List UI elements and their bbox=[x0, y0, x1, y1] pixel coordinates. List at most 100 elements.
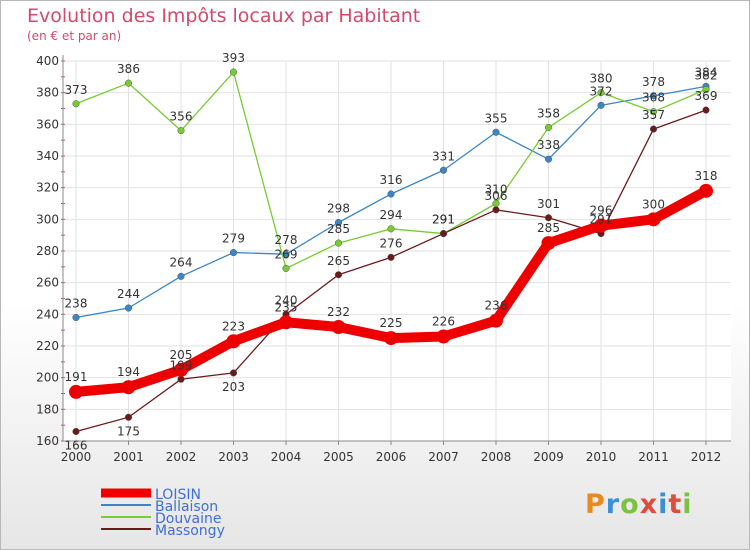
data-label-massongy: 301 bbox=[537, 197, 560, 211]
data-point-douvaine bbox=[649, 108, 658, 116]
x-tick-label: 2003 bbox=[218, 450, 249, 464]
data-label-ballaison: 384 bbox=[695, 65, 718, 79]
data-label-loisin: 225 bbox=[380, 316, 403, 330]
data-label-douvaine: 310 bbox=[485, 183, 508, 197]
x-tick-label: 2010 bbox=[586, 450, 617, 464]
data-point-massongy bbox=[702, 106, 710, 114]
data-label-douvaine: 269 bbox=[275, 247, 298, 261]
y-tick-label: 160 bbox=[36, 434, 59, 448]
data-point-loisin bbox=[541, 236, 556, 251]
data-point-loisin bbox=[699, 183, 713, 198]
data-point-loisin bbox=[121, 380, 136, 395]
data-point-ballaison bbox=[177, 272, 185, 280]
data-point-douvaine bbox=[229, 68, 238, 76]
data-label-massongy: 357 bbox=[642, 108, 665, 122]
data-label-douvaine: 380 bbox=[590, 72, 613, 86]
data-point-douvaine bbox=[387, 225, 395, 233]
y-tick-label: 260 bbox=[36, 276, 59, 290]
legend-label-massongy: Massongy bbox=[155, 523, 225, 539]
y-tick-label: 300 bbox=[36, 212, 59, 226]
data-label-douvaine: 285 bbox=[327, 222, 350, 236]
y-tick-label: 320 bbox=[36, 181, 59, 195]
y-tick-label: 240 bbox=[36, 307, 59, 321]
data-point-massongy bbox=[334, 271, 343, 279]
data-label-massongy: 240 bbox=[275, 293, 298, 307]
data-label-massongy: 291 bbox=[432, 213, 455, 227]
data-label-douvaine: 291 bbox=[432, 213, 455, 227]
x-tick-label: 2008 bbox=[481, 450, 512, 464]
y-tick-label: 220 bbox=[36, 339, 59, 353]
data-label-massongy: 203 bbox=[222, 380, 245, 394]
legend-label-douvaine: Douvaine bbox=[155, 511, 221, 527]
data-label-ballaison: 331 bbox=[432, 149, 455, 163]
data-point-ballaison bbox=[544, 155, 553, 163]
data-label-loisin: 191 bbox=[65, 370, 88, 384]
data-point-douvaine bbox=[282, 264, 290, 272]
data-label-loisin: 236 bbox=[485, 299, 508, 313]
data-point-douvaine bbox=[72, 100, 80, 108]
data-label-douvaine: 358 bbox=[537, 107, 560, 121]
data-label-douvaine: 386 bbox=[117, 62, 140, 76]
data-label-loisin: 226 bbox=[432, 315, 455, 329]
data-point-ballaison bbox=[439, 166, 448, 174]
data-point-ballaison bbox=[597, 101, 605, 109]
data-label-ballaison: 238 bbox=[65, 297, 88, 311]
data-label-massongy: 175 bbox=[117, 424, 140, 438]
data-point-douvaine bbox=[597, 89, 605, 97]
data-label-douvaine: 294 bbox=[380, 208, 403, 222]
data-label-massongy: 306 bbox=[485, 189, 508, 203]
y-tick-label: 400 bbox=[36, 54, 59, 68]
data-label-douvaine: 373 bbox=[65, 83, 88, 97]
data-label-loisin: 296 bbox=[590, 204, 613, 218]
y-tick-label: 340 bbox=[36, 149, 59, 163]
data-label-loisin: 318 bbox=[695, 169, 718, 183]
data-point-loisin bbox=[279, 315, 293, 330]
data-point-loisin bbox=[174, 362, 188, 377]
data-point-douvaine bbox=[702, 85, 710, 94]
data-label-loisin: 223 bbox=[222, 319, 245, 333]
data-point-massongy bbox=[492, 206, 500, 214]
data-label-ballaison: 378 bbox=[642, 75, 665, 89]
x-tick-label: 2012 bbox=[691, 450, 722, 464]
data-point-douvaine bbox=[544, 123, 553, 132]
data-point-massongy bbox=[544, 214, 553, 222]
data-label-massongy: 291 bbox=[590, 213, 613, 227]
data-label-ballaison: 372 bbox=[590, 84, 613, 98]
x-tick-label: 2007 bbox=[428, 450, 459, 464]
data-label-loisin: 235 bbox=[275, 300, 298, 314]
data-label-loisin: 232 bbox=[327, 305, 350, 319]
data-point-ballaison bbox=[492, 128, 500, 136]
proxiti-logo: Proxiti bbox=[585, 489, 693, 520]
data-label-ballaison: 279 bbox=[222, 232, 245, 246]
data-label-ballaison: 264 bbox=[170, 255, 193, 269]
data-point-loisin bbox=[436, 329, 451, 344]
chart-title: Evolution des Impôts locaux par Habitant bbox=[27, 5, 421, 27]
data-point-massongy bbox=[229, 369, 238, 377]
data-point-loisin bbox=[384, 331, 398, 346]
y-tick-label: 200 bbox=[36, 371, 59, 385]
y-tick-label: 360 bbox=[36, 117, 59, 131]
data-point-ballaison bbox=[72, 313, 80, 322]
y-tick-label: 280 bbox=[36, 244, 59, 258]
data-point-loisin bbox=[594, 218, 608, 233]
data-label-massongy: 369 bbox=[695, 89, 718, 103]
data-label-massongy: 199 bbox=[170, 358, 193, 372]
data-label-ballaison: 316 bbox=[380, 173, 403, 187]
x-tick-label: 2006 bbox=[376, 450, 407, 464]
data-label-douvaine: 382 bbox=[695, 69, 718, 83]
data-point-loisin bbox=[646, 212, 661, 227]
x-tick-label: 2005 bbox=[323, 450, 354, 464]
x-tick-label: 2009 bbox=[533, 450, 564, 464]
legend-label-loisin: LOISIN bbox=[155, 487, 201, 503]
data-label-douvaine: 393 bbox=[222, 51, 245, 65]
data-label-loisin: 194 bbox=[117, 365, 140, 379]
x-tick-label: 2000 bbox=[61, 450, 92, 464]
x-tick-label: 2011 bbox=[638, 450, 669, 464]
data-point-douvaine bbox=[124, 79, 133, 87]
data-label-loisin: 205 bbox=[170, 348, 193, 362]
data-label-loisin: 285 bbox=[537, 221, 560, 235]
data-point-massongy bbox=[72, 427, 80, 436]
data-label-ballaison: 244 bbox=[117, 287, 140, 301]
